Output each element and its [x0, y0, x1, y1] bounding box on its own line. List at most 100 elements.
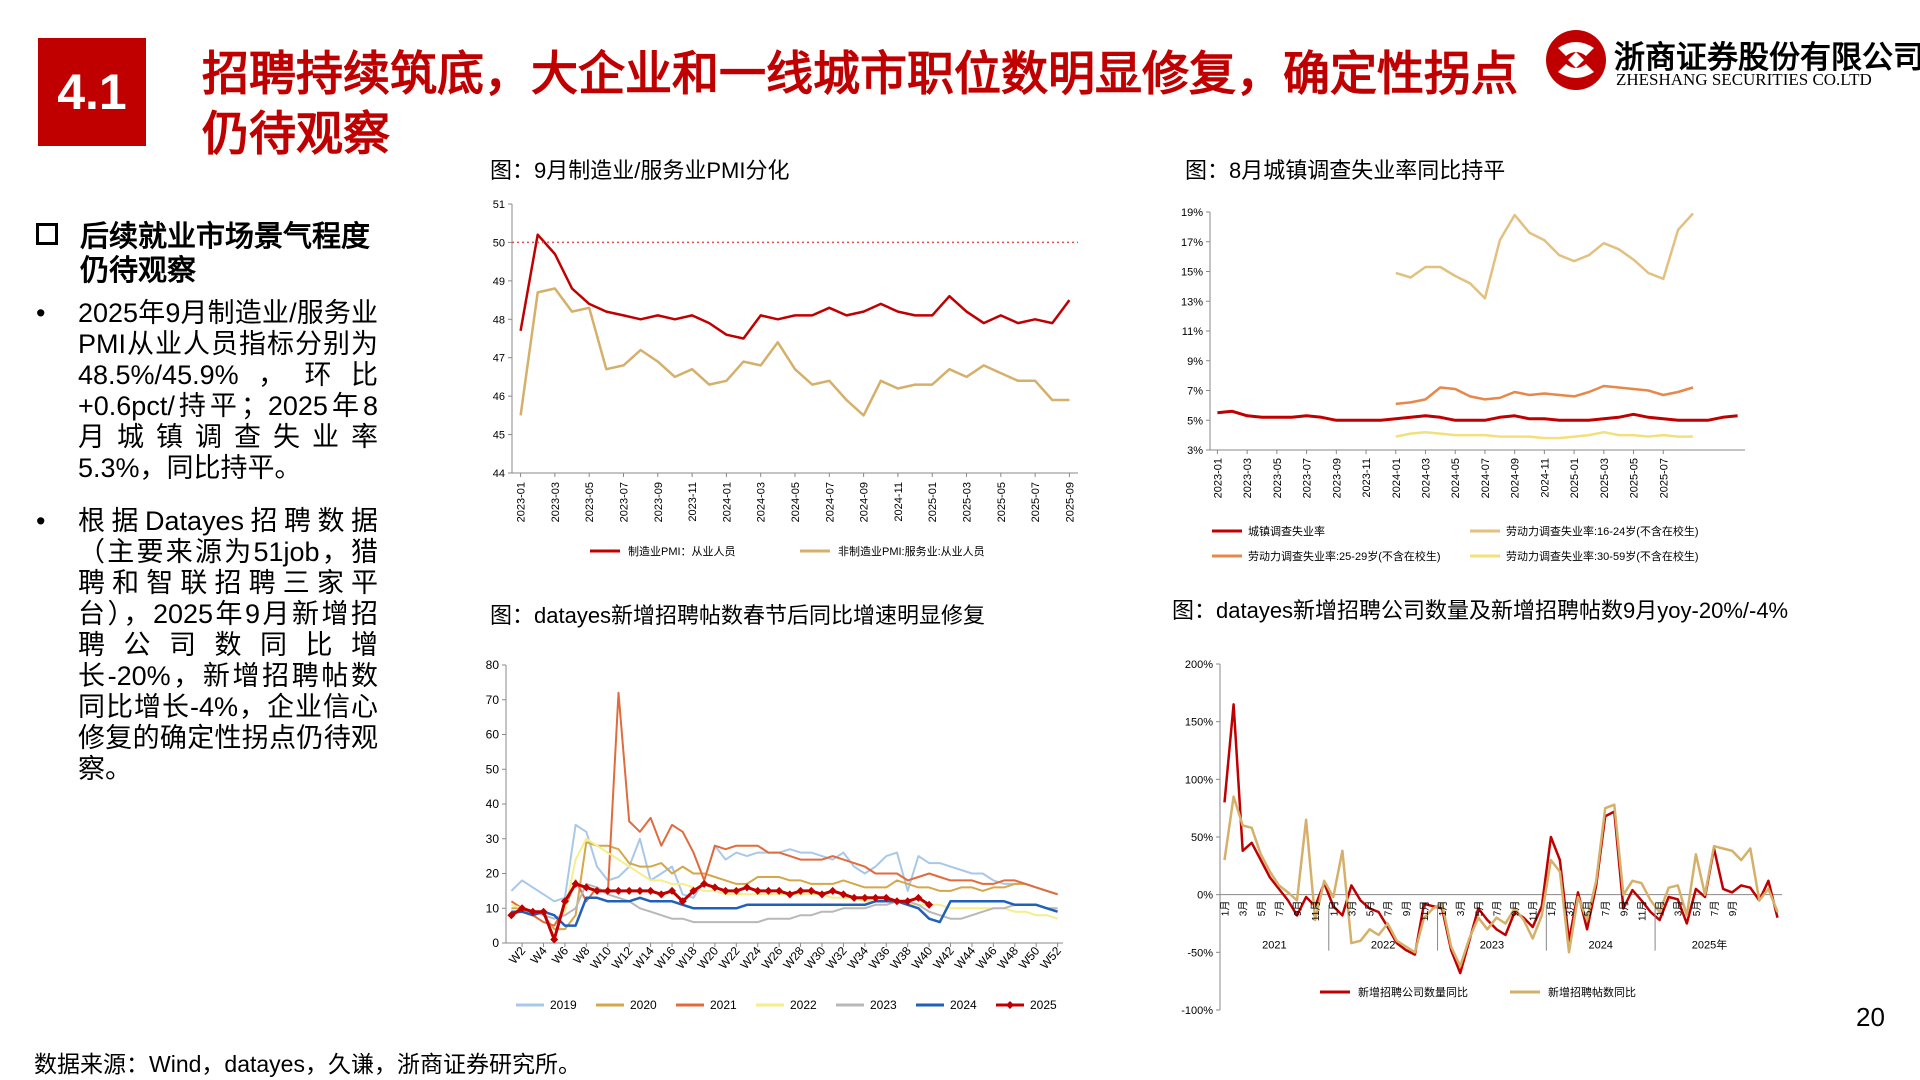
data-point-marker: [732, 886, 741, 895]
data-point-marker: [571, 879, 580, 888]
data-point-marker: [817, 890, 826, 899]
y-tick-label: 3%: [1187, 445, 1203, 457]
x-tick-label: W18: [673, 944, 700, 972]
x-tick-label: 9月: [1510, 901, 1522, 917]
x-tick-label: 11月: [1528, 901, 1540, 921]
x-tick-label: 5月: [1365, 901, 1377, 917]
legend-label: 2020: [630, 998, 657, 1012]
y-tick-label: 50%: [1191, 832, 1213, 844]
y-tick-label: 44: [493, 468, 505, 480]
x-tick-label: W40: [909, 944, 936, 972]
legend-label: 劳动力调查失业率:30-59岁(不含在校生): [1506, 549, 1699, 563]
checkbox-square-icon: [36, 223, 58, 246]
x-tick-label: 2025-07: [1030, 482, 1042, 522]
x-year-label: 2025年: [1692, 938, 1727, 952]
x-tick-label: 9月: [1727, 901, 1739, 917]
x-tick-label: W24: [737, 944, 764, 972]
x-tick-label: W26: [759, 944, 786, 972]
x-tick-label: 2023-03: [550, 482, 562, 522]
legend-label: 2019: [550, 998, 577, 1012]
x-tick-label: W2: [506, 944, 529, 967]
data-point-marker: [646, 886, 655, 895]
data-point-marker: [753, 886, 762, 895]
left-heading-text: 后续就业市场景气程度仍待观察: [80, 221, 371, 287]
x-tick-label: 3月: [1564, 901, 1576, 917]
x-tick-label: 2025-01: [927, 482, 939, 522]
y-tick-label: 11%: [1182, 326, 1203, 338]
x-tick-label: 2023-09: [1331, 458, 1343, 498]
x-tick-label: 3月: [1238, 901, 1250, 917]
x-tick-label: W52: [1037, 944, 1064, 972]
x-tick-label: W4: [527, 944, 550, 967]
data-point-marker: [689, 886, 698, 895]
y-tick-label: 5%: [1187, 415, 1203, 427]
x-tick-label: 7月: [1274, 901, 1286, 917]
data-point-marker: [743, 883, 752, 892]
x-tick-label: 9月: [1292, 901, 1304, 917]
x-year-label: 2022: [1371, 940, 1395, 952]
x-tick-label: 2024-11: [893, 482, 905, 522]
data-point-marker: [593, 886, 602, 895]
series-line-2025: [510, 882, 930, 941]
legend-label: 2025: [1030, 998, 1057, 1012]
x-tick-label: W6: [549, 944, 572, 967]
data-point-marker: [925, 900, 934, 909]
data-point-marker: [560, 897, 569, 906]
section-badge: 4.1: [38, 38, 146, 146]
y-tick-label: 0: [492, 936, 499, 950]
y-tick-label: 0%: [1197, 890, 1213, 902]
data-point-marker: [903, 897, 912, 906]
x-year-label: 2024: [1588, 940, 1612, 952]
x-tick-label: 2024-09: [859, 482, 871, 522]
x-tick-label: 2023-11: [687, 482, 699, 522]
data-point-marker: [850, 893, 859, 902]
x-tick-label: W48: [995, 944, 1022, 972]
y-tick-label: -50%: [1187, 947, 1213, 959]
x-year-label: 2021: [1262, 940, 1286, 952]
x-tick-label: W44: [952, 944, 979, 972]
logo-mark-icon: [1546, 30, 1606, 90]
data-point-marker: [860, 893, 869, 902]
data-point-marker: [710, 883, 719, 892]
page-number: 20: [1856, 1002, 1885, 1032]
y-tick-label: 50: [486, 762, 500, 776]
data-point-marker: [635, 886, 644, 895]
logo-name-cn: 浙商证券股份有限公司: [1614, 40, 1920, 75]
x-tick-label: W20: [695, 944, 722, 972]
left-heading: 后续就业市场景气程度仍待观察: [36, 220, 396, 288]
x-tick-label: 2025-03: [1599, 458, 1611, 498]
x-tick-label: 7月: [1600, 901, 1612, 917]
data-point-marker: [828, 886, 837, 895]
data-point-marker: [550, 935, 559, 944]
x-tick-label: W42: [930, 944, 957, 972]
x-tick-label: 2023-11: [1361, 458, 1373, 498]
series-line-城镇调查失业率: [1217, 409, 1738, 422]
legend-label: 非制造业PMI:服务业:从业人员: [838, 544, 985, 558]
data-point-marker: [678, 897, 687, 906]
chart-title-postings: 图：datayes新增招聘帖数春节后同比增速明显修复: [490, 603, 986, 628]
y-tick-label: 40: [486, 797, 500, 811]
data-source: 数据来源：Wind，datayes，久谦，浙商证券研究所。: [34, 1051, 581, 1077]
legend-label: 2021: [710, 998, 737, 1012]
x-tick-label: 2024-01: [1391, 458, 1403, 498]
pmi-chart: 44 45 46 47 48 49 50 51 2023-01 2023-03 2023-05 202…: [493, 199, 1078, 558]
x-tick-label: 3月: [1673, 901, 1685, 917]
x-tick-label: 2025-07: [1658, 458, 1670, 498]
x-tick-label: 1月: [1546, 901, 1558, 917]
y-tick-label: 60: [486, 728, 500, 742]
x-tick-label: 2023-05: [1272, 458, 1284, 498]
data-point-marker: [839, 890, 848, 899]
x-tick-label: 2025-09: [1064, 482, 1076, 522]
y-tick-label: 19%: [1181, 207, 1203, 219]
y-tick-label: 47: [493, 353, 505, 365]
bullet-dot: •: [36, 506, 46, 536]
series-line-劳动力调查失业率:25-29岁(不含在校生): [1395, 384, 1694, 406]
x-tick-label: 1月: [1328, 901, 1340, 917]
y-tick-label: 15%: [1181, 267, 1203, 279]
y-tick-label: 200%: [1185, 659, 1213, 671]
series-line-2020: [511, 841, 1058, 931]
y-tick-label: -100%: [1181, 1005, 1213, 1017]
x-tick-label: 2024-03: [756, 482, 768, 522]
data-point-marker: [914, 893, 923, 902]
data-point-marker: [625, 886, 634, 895]
